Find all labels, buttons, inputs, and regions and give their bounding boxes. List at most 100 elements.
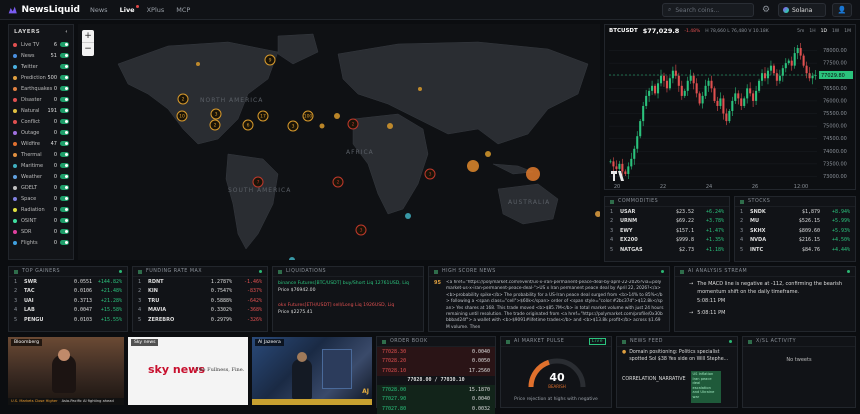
tv-sky-news[interactable]: Sky news sky news The Fullness, Fine.: [128, 337, 248, 405]
gear-icon[interactable]: ⚙: [761, 5, 771, 15]
collapse-icon[interactable]: ‹: [65, 29, 68, 35]
user-icon[interactable]: 👤: [832, 3, 852, 17]
layer-toggle[interactable]: [60, 75, 69, 80]
tf-1w[interactable]: 1W: [831, 28, 840, 34]
layer-toggle[interactable]: [60, 174, 69, 179]
candle: [624, 169, 627, 176]
layer-toggle[interactable]: [60, 42, 69, 47]
tf-5m[interactable]: 5m: [797, 28, 805, 34]
layer-item[interactable]: Outage 0: [9, 127, 73, 138]
map-marker[interactable]: 7: [252, 176, 264, 188]
news-feed-item[interactable]: CORRELATION_NARRATIVE US Inflation Iran …: [622, 371, 732, 403]
table-row[interactable]: 4 NVDA $216.15 +4.50%: [735, 236, 855, 246]
table-row[interactable]: 2 TAC 0.0106 +21.48%: [9, 287, 127, 297]
layer-item[interactable]: Earthquakes 0: [9, 83, 73, 94]
layer-item[interactable]: Wildfire 47: [9, 138, 73, 149]
high-score-item[interactable]: 95 <a href="https://polymarket.com/event…: [429, 277, 669, 333]
table-row[interactable]: 4 EX200 $999.8 +1.35%: [605, 236, 729, 246]
table-row[interactable]: 5 PENGU 0.0103 +15.55%: [9, 315, 127, 325]
layer-toggle[interactable]: [60, 130, 69, 135]
news-feed-item[interactable]: ● Domain positioning: Politics specialist…: [622, 350, 732, 363]
layer-toggle[interactable]: [60, 207, 69, 212]
table-row[interactable]: 1 SNDK $1,879 +8.94%: [735, 207, 855, 217]
layer-toggle[interactable]: [60, 97, 69, 102]
layer-toggle[interactable]: [60, 185, 69, 190]
layer-toggle[interactable]: [60, 152, 69, 157]
layer-item[interactable]: SDR 0: [9, 226, 73, 237]
layer-item[interactable]: Radiation 0: [9, 204, 73, 215]
nav-mcp[interactable]: MCP: [176, 5, 191, 14]
map-marker[interactable]: 17: [257, 110, 269, 122]
tf-1d[interactable]: 1D: [820, 28, 827, 34]
tf-1m[interactable]: 1M: [844, 28, 851, 34]
layer-item[interactable]: Space 0: [9, 193, 73, 204]
zoom-in-icon[interactable]: +: [82, 30, 94, 43]
table-row[interactable]: 1 RDNT 1.2787% -1.46%: [133, 277, 267, 287]
map-marker[interactable]: 2: [209, 119, 221, 131]
layer-item[interactable]: Thermal 0: [9, 149, 73, 160]
layer-item[interactable]: Flights 0: [9, 237, 73, 248]
table-row[interactable]: 1 USAR $23.52 +6.24%: [605, 207, 729, 217]
map-marker[interactable]: 3: [287, 120, 299, 132]
tf-1h[interactable]: 1H: [809, 28, 816, 34]
layer-item[interactable]: OSINT 0: [9, 215, 73, 226]
nav-live[interactable]: Live: [119, 4, 139, 14]
layer-toggle[interactable]: [60, 218, 69, 223]
layer-toggle[interactable]: [60, 53, 69, 58]
table-row[interactable]: 2 KIN 0.7547% -837%: [133, 287, 267, 297]
search-input[interactable]: ⌕ Search coins...: [662, 3, 754, 17]
nav-news[interactable]: News: [90, 5, 108, 14]
layer-toggle[interactable]: [60, 64, 69, 69]
candlestick-chart[interactable]: 78000.0077500.0077000.0076500.0076000.00…: [605, 37, 855, 190]
layer-item[interactable]: Maritime 0: [9, 160, 73, 171]
layer-item[interactable]: Natural 191: [9, 105, 73, 116]
layer-item[interactable]: Prediction 500: [9, 72, 73, 83]
candle-body: [758, 80, 761, 91]
map-marker[interactable]: 2: [177, 93, 189, 105]
layer-item[interactable]: Conflict 0: [9, 116, 73, 127]
map-marker[interactable]: 3: [424, 168, 436, 180]
layer-toggle[interactable]: [60, 229, 69, 234]
map-marker[interactable]: 2: [332, 176, 344, 188]
table-row[interactable]: 3 EWY $157.1 +1.47%: [605, 226, 729, 236]
nav-xplus[interactable]: XPlus: [146, 5, 165, 14]
layer-toggle[interactable]: [60, 108, 69, 113]
brand[interactable]: NewsLiquid: [8, 4, 80, 16]
table-row[interactable]: 5 INTC $84.76 +4.44%: [735, 245, 855, 255]
layer-toggle[interactable]: [60, 141, 69, 146]
layer-item[interactable]: Disaster 0: [9, 94, 73, 105]
map-marker[interactable]: 9: [264, 54, 276, 66]
table-row[interactable]: 5 ZEREBRO 0.2979% -326%: [133, 315, 267, 325]
map-marker[interactable]: 2: [347, 118, 359, 130]
layer-item[interactable]: News 51: [9, 50, 73, 61]
map-marker[interactable]: 6: [242, 119, 254, 131]
layer-toggle[interactable]: [60, 196, 69, 201]
map-marker[interactable]: 10: [176, 110, 188, 122]
layer-item[interactable]: Weather 0: [9, 171, 73, 182]
table-row[interactable]: 2 URNM $69.22 +3.78%: [605, 217, 729, 227]
layer-toggle[interactable]: [60, 86, 69, 91]
table-row[interactable]: 4 LAB 0.0047 +15.58%: [9, 306, 127, 316]
layer-item[interactable]: Live TV 6: [9, 39, 73, 50]
layer-item[interactable]: Twitter: [9, 61, 73, 72]
zoom-out-icon[interactable]: −: [84, 44, 92, 54]
table-row[interactable]: 3 SKHX $809.60 +5.93%: [735, 226, 855, 236]
table-row[interactable]: 1 SWR 0.0551 +144.82%: [9, 277, 127, 287]
table-row[interactable]: 3 UAI 0.3713 +21.28%: [9, 296, 127, 306]
layer-toggle[interactable]: [60, 240, 69, 245]
layer-item[interactable]: GDELT 0: [9, 182, 73, 193]
table-row[interactable]: 2 MU $526.15 +5.99%: [735, 217, 855, 227]
table-row[interactable]: 5 NATGAS $2.73 +1.18%: [605, 245, 729, 255]
map-marker[interactable]: 3: [355, 224, 367, 236]
map-marker[interactable]: 100: [302, 110, 314, 122]
layer-toggle[interactable]: [60, 163, 69, 168]
layer-toggle[interactable]: [60, 119, 69, 124]
tv-al-jazeera[interactable]: Al Jazeera AJ: [252, 337, 372, 405]
tv-bloomberg[interactable]: Bloomberg U.S. Markets Close Higher Asia…: [8, 337, 124, 405]
map-marker[interactable]: 3: [210, 108, 222, 120]
table-row[interactable]: 3 TRU 0.5888% -642%: [133, 296, 267, 306]
wallet-selector[interactable]: Solana: [778, 3, 826, 17]
table-row[interactable]: 4 MAVIA 0.3302% -368%: [133, 306, 267, 316]
world-map[interactable]: NORTH AMERICA AFRICA SOUTH AMERICA AUSTR…: [78, 24, 600, 260]
layer-count: 0: [53, 206, 57, 213]
